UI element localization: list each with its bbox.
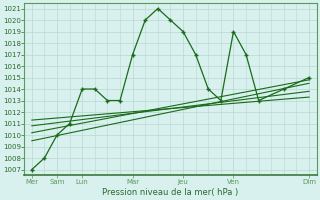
X-axis label: Pression niveau de la mer( hPa ): Pression niveau de la mer( hPa ): [102, 188, 239, 197]
